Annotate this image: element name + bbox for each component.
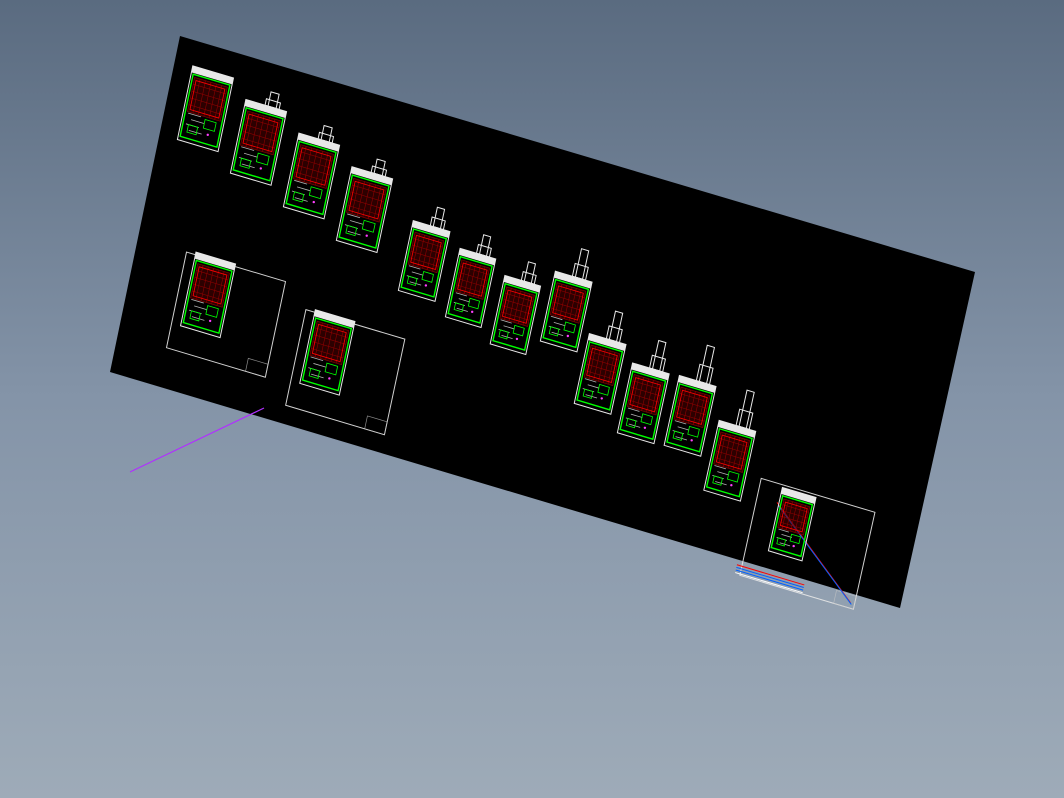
component-4-pin-marker — [425, 284, 427, 286]
component-12-pin-marker — [209, 320, 211, 322]
component-6-pin-marker — [516, 338, 518, 340]
component-13-pin-marker — [328, 377, 330, 379]
scene-svg — [0, 0, 1064, 798]
cad-3d-viewport[interactable] — [0, 0, 1064, 798]
component-2-pin-marker — [313, 201, 315, 203]
component-10-pin-marker — [690, 439, 692, 441]
component-3-pin-marker — [366, 235, 368, 237]
axis-line — [130, 408, 264, 472]
component-5-pin-marker — [471, 311, 473, 313]
component-1-pin-marker — [260, 167, 262, 169]
component-11-pin-marker — [730, 484, 732, 486]
component-0-pin-marker — [207, 134, 209, 136]
drawing-plane[interactable] — [110, 36, 975, 608]
component-14-pin-marker — [792, 545, 794, 547]
component-9-pin-marker — [644, 427, 646, 429]
component-8-pin-marker — [601, 397, 603, 399]
component-7-pin-marker — [567, 335, 569, 337]
